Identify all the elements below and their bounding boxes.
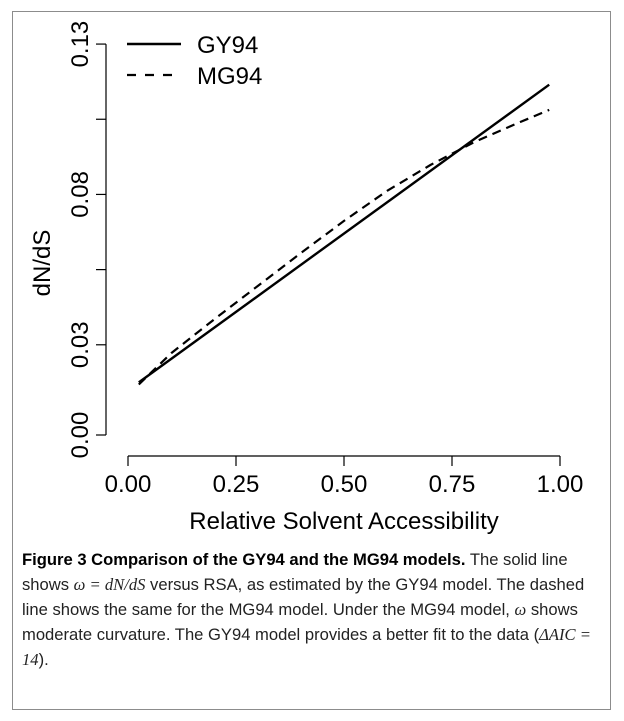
caption-text: The solid line shows [22, 550, 568, 594]
series-line-gy94 [138, 83, 550, 384]
caption-omega: ω [514, 600, 527, 619]
line-chart: 0.00 0.03 0.08 0.13 0.00 0.25 0.50 0.75 1.00 GY9… [29, 21, 583, 535]
figure-caption: Figure 3 Comparison of the GY94 and the … [22, 547, 600, 672]
caption-text: versus RSA, as estimated by the GY94 mod… [22, 575, 585, 619]
x-tick-label: 1.00 [537, 471, 584, 498]
series-layer [138, 83, 550, 386]
caption-omega-equation: ω = dN/dS [73, 575, 146, 594]
legend: GY94 MG94 [127, 32, 262, 90]
caption-text: ). [38, 650, 49, 669]
y-tick-label: 0.00 [67, 412, 94, 459]
axes: 0.00 0.03 0.08 0.13 0.00 0.25 0.50 0.75 1.00 [67, 21, 583, 498]
x-tick-label: 0.75 [429, 471, 476, 498]
y-axis-title: dN/dS [29, 230, 56, 297]
series-line-mg94 [138, 108, 550, 386]
x-tick-label: 0.25 [213, 471, 260, 498]
legend-label-mg94: MG94 [197, 63, 262, 90]
caption-title: Figure 3 Comparison of the GY94 and the … [22, 550, 466, 569]
y-tick-label: 0.13 [67, 21, 94, 68]
x-tick-label: 0.00 [105, 471, 152, 498]
x-tick-label: 0.50 [321, 471, 368, 498]
caption-text: shows moderate curvature. The GY94 model… [22, 600, 578, 644]
figure-frame [12, 11, 611, 710]
y-tick-label: 0.08 [67, 171, 94, 218]
x-axis-title: Relative Solvent Accessibility [189, 508, 498, 535]
caption-delta-aic: ΔAIC = 14 [22, 625, 591, 669]
y-tick-label: 0.03 [67, 321, 94, 368]
legend-label-gy94: GY94 [197, 32, 258, 59]
